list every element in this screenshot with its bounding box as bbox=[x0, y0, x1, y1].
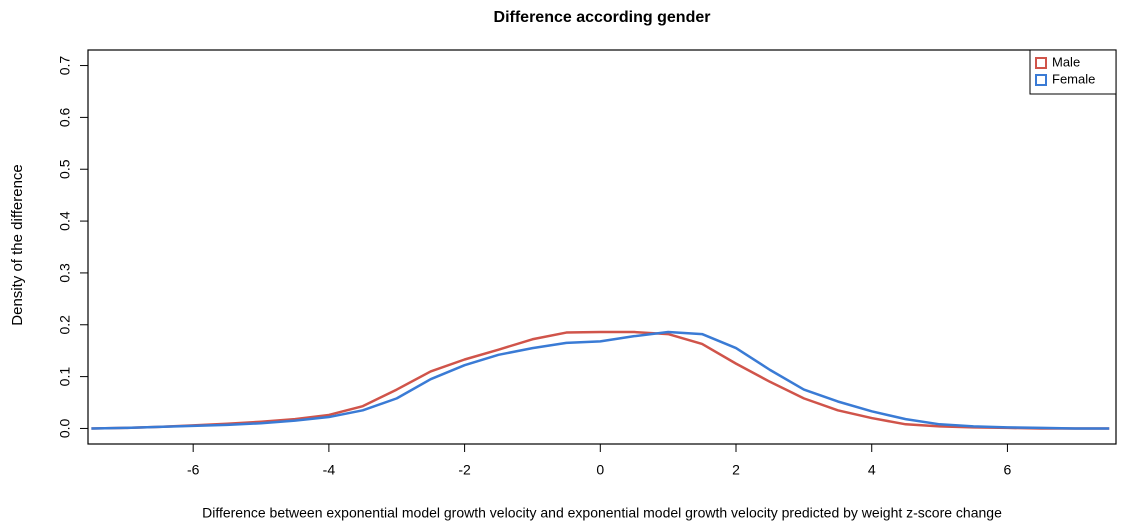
x-tick-label: 2 bbox=[732, 462, 740, 478]
density-line bbox=[91, 330, 1110, 430]
y-tick-label: 0.2 bbox=[57, 315, 73, 335]
legend-swatch bbox=[1035, 57, 1047, 69]
y-axis-label: Density of the difference bbox=[9, 164, 26, 325]
y-tick-label: 0.5 bbox=[57, 159, 73, 179]
legend-label: Male bbox=[1052, 54, 1080, 69]
x-tick-label: -4 bbox=[323, 462, 336, 478]
y-tick-label: 0.7 bbox=[57, 56, 73, 76]
y-tick-label: 0.1 bbox=[57, 367, 73, 387]
x-tick-label: -6 bbox=[187, 462, 200, 478]
plot-frame bbox=[87, 49, 1117, 445]
chart-title: Difference according gender bbox=[494, 9, 711, 26]
x-axis-label: Difference between exponential model gro… bbox=[202, 505, 1002, 521]
x-tick-label: -2 bbox=[458, 462, 471, 478]
density-line bbox=[91, 330, 1110, 430]
legend-swatch bbox=[1035, 74, 1047, 86]
y-tick-label: 0.4 bbox=[57, 211, 73, 231]
y-tick-label: 0.6 bbox=[57, 107, 73, 127]
legend-label: Female bbox=[1052, 71, 1095, 86]
x-tick-label: 0 bbox=[596, 462, 604, 478]
x-tick-label: 4 bbox=[868, 462, 876, 478]
x-tick-label: 6 bbox=[1004, 462, 1012, 478]
y-tick-label: 0.0 bbox=[57, 419, 73, 439]
y-tick-label: 0.3 bbox=[57, 263, 73, 283]
